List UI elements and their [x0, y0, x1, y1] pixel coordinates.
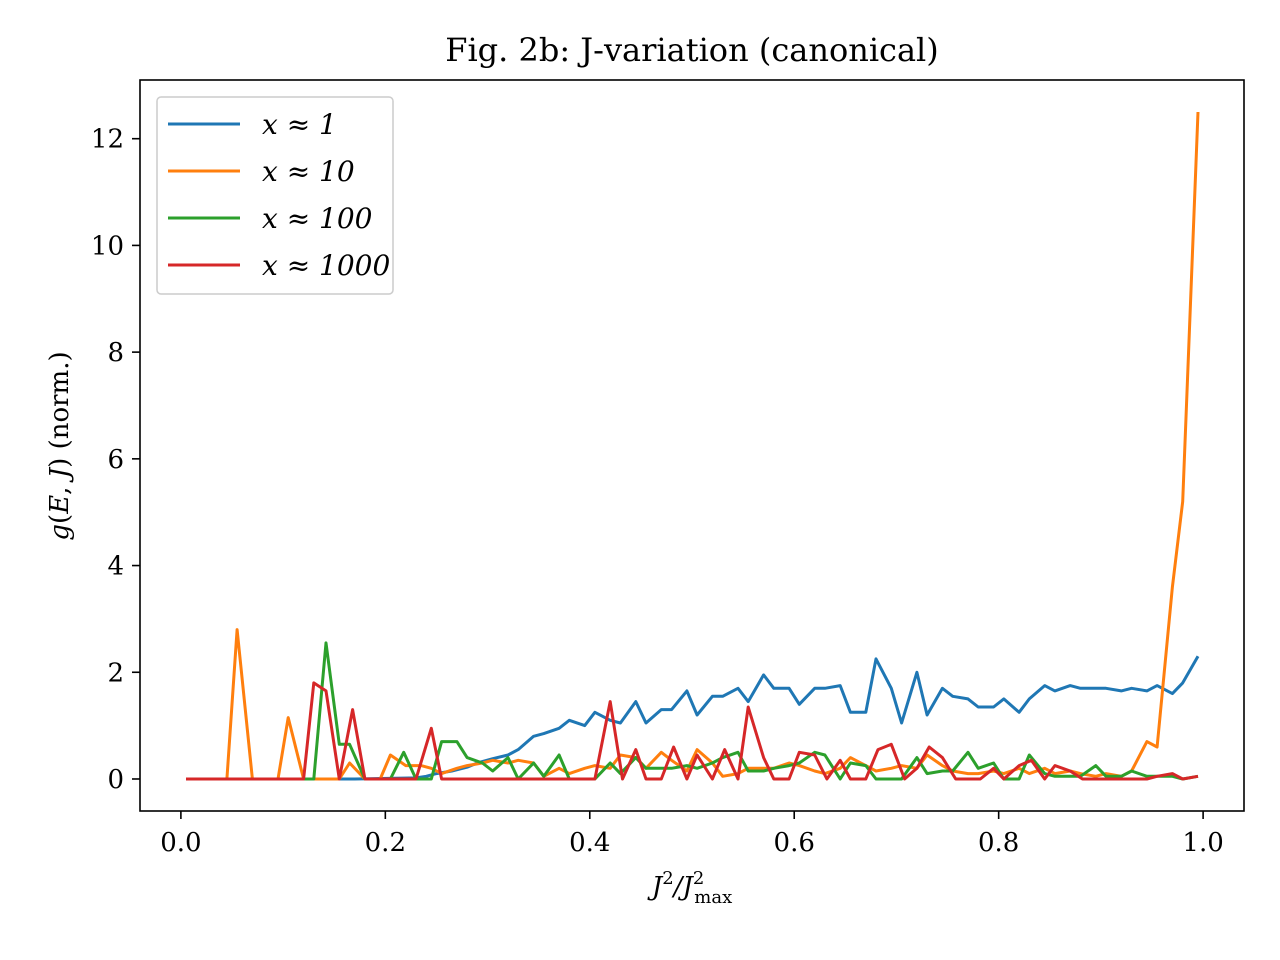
plot-frame: [139, 79, 1245, 812]
legend-label-4: x ≈ 1000: [262, 249, 390, 282]
legend-label-3: x ≈ 100: [262, 202, 373, 235]
y-tick-label: 8: [107, 338, 124, 368]
y-tick-label: 0: [107, 765, 124, 795]
series-line-1: [186, 655, 1200, 781]
y-tick-label: 4: [107, 552, 124, 582]
y-tick-label: 6: [107, 445, 124, 475]
svg-text:g(E, J) (norm.): g(E, J) (norm.): [45, 351, 75, 540]
x-axis: 0.0 0.2 0.4 0.6 0.8 1.0: [160, 811, 1224, 858]
x-tick-label: 0.2: [365, 828, 406, 858]
x-axis-label: J2/J2 max: [647, 868, 732, 908]
x-tick-label: 0.0: [160, 828, 201, 858]
y-tick-label: 12: [91, 125, 124, 155]
legend-label-2: x ≈ 10: [262, 155, 355, 188]
y-tick-label: 10: [91, 231, 124, 261]
legend-label-1: x ≈ 1: [262, 108, 337, 141]
y-axis: 0 2 4 6 8 10 12: [91, 125, 140, 795]
legend: x ≈ 1 x ≈ 10 x ≈ 100 x ≈ 1000: [156, 96, 394, 295]
x-tick-label: 0.6: [774, 828, 815, 858]
x-tick-label: 0.8: [978, 828, 1019, 858]
x-tick-label: 0.4: [569, 828, 610, 858]
chart-title: Fig. 2b: J-variation (canonical): [445, 31, 939, 69]
legend-frame: [156, 96, 394, 295]
series-line-4: [186, 681, 1199, 781]
y-tick-label: 2: [107, 658, 124, 688]
series-layer: [186, 111, 1200, 781]
y-axis-label: g(E, J) (norm.): [45, 351, 75, 540]
x-tick-label: 1.0: [1182, 828, 1223, 858]
